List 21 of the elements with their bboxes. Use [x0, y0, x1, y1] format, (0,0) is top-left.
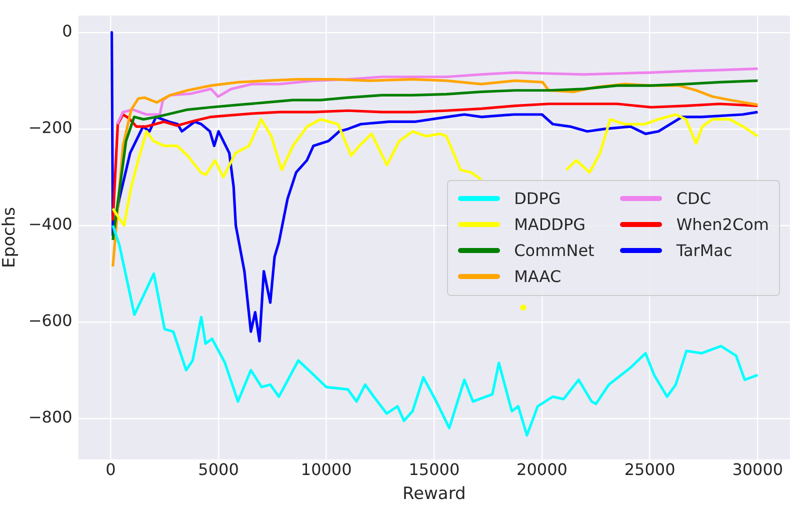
legend-label: MAAC: [514, 266, 562, 288]
y-tick-label: −800: [28, 408, 72, 427]
y-tick-label: −400: [28, 214, 72, 234]
x-tick-label: 15000: [408, 460, 460, 480]
legend-label: TarMac: [676, 240, 732, 262]
legend-label: MADDPG: [514, 214, 586, 236]
y-axis-title: Epochs: [0, 206, 20, 268]
legend-label: DDPG: [514, 188, 561, 210]
x-tick-label: 25000: [624, 460, 676, 480]
x-axis-title: Reward: [402, 484, 466, 504]
x-tick-label: 5000: [198, 460, 239, 480]
legend-label: When2Com: [676, 214, 769, 236]
y-tick-label: 0: [62, 22, 72, 41]
x-tick-label: 20000: [516, 460, 568, 480]
x-tick-label: 0: [106, 460, 116, 480]
legend-label: CommNet: [514, 240, 594, 262]
x-tick-label: 30000: [732, 460, 784, 480]
x-tick-label: 10000: [300, 460, 352, 480]
legend-label: CDC: [676, 188, 711, 210]
y-tick-label: −600: [28, 311, 72, 330]
y-tick-label: −200: [28, 118, 72, 138]
